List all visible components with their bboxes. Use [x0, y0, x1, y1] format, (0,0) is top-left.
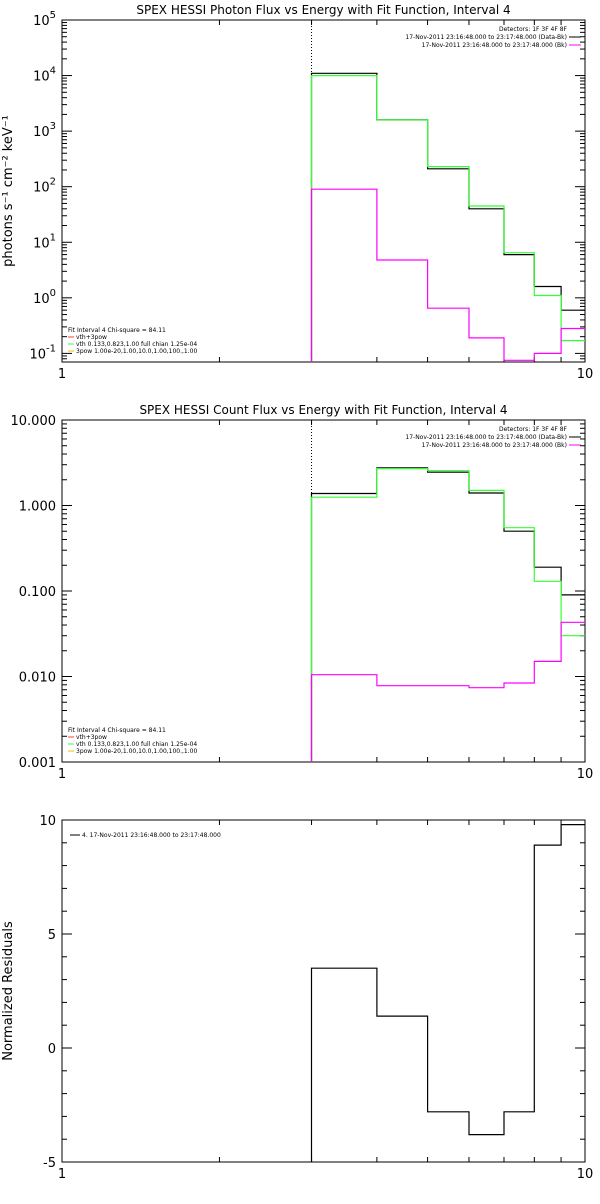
legend-detectors: Detectors: 1F 3F 4F 8F	[499, 426, 568, 433]
x-tick-label: 10	[577, 767, 594, 782]
y-tick-label: -5	[43, 1156, 56, 1171]
y-tick-label: 1.000	[19, 500, 56, 515]
chart-title: SPEX HESSI Photon Flux vs Energy with Fi…	[136, 3, 510, 17]
plot-frame	[61, 419, 586, 763]
y-tick-label: 101	[33, 232, 56, 251]
y-tick-label: 100	[33, 288, 56, 307]
y-tick-label: 0	[48, 1042, 56, 1057]
legend-entry: 17-Nov-2011 23:16:48.000 to 23:17:48.000…	[405, 434, 567, 441]
y-axis-label: photons s⁻¹ cm⁻² keV⁻¹	[1, 115, 16, 267]
plot-frame	[61, 819, 586, 1163]
y-tick-label: 0.010	[19, 671, 56, 686]
legend-entry: 3pow 1.00e-20,1.00,10.0,1.00,100.,1.00	[76, 748, 197, 755]
series-step-line-2	[310, 621, 585, 762]
panel-photon: SPEX HESSI Photon Flux vs Energy with Fi…	[1, 3, 593, 382]
x-tick-label: 10	[577, 1167, 594, 1182]
y-tick-label: 104	[33, 66, 56, 85]
series-step-line-1	[310, 468, 585, 762]
legend-entry: vth+3pow	[76, 734, 107, 741]
legend-entry: 3pow 1.00e-20,1.00,10.0,1.00,100.,1.00	[76, 348, 197, 355]
y-tick-label: 10-1	[29, 343, 56, 362]
panel-count: SPEX HESSI Count Flux vs Energy with Fit…	[11, 403, 594, 782]
series-step-line-0	[310, 72, 585, 362]
legend-entry: vth 0.133,0.823,1.00 full chian 1.25e-04	[76, 741, 197, 748]
y-tick-label: 10.000	[11, 414, 57, 429]
y-tick-label: 5	[48, 928, 56, 943]
legend-entry: 4. 17-Nov-2011 23:16:48.000 to 23:17:48.…	[82, 832, 221, 839]
x-tick-label: 10	[577, 367, 594, 382]
series-step-line-1	[310, 75, 585, 362]
y-axis-label: Normalized Residuals	[1, 921, 16, 1061]
legend-detectors: Detectors: 1F 3F 4F 8F	[499, 26, 568, 33]
y-tick-label: 102	[33, 177, 56, 196]
legend-entry: vth+3pow	[76, 334, 107, 341]
x-tick-label: 1	[58, 767, 66, 782]
legend-fit-header: Fit Interval 4 Chi-square = 84.11	[68, 727, 166, 734]
y-tick-label: 0.001	[19, 756, 56, 771]
y-tick-label: 0.100	[19, 585, 56, 600]
plot-frame	[61, 19, 586, 363]
legend-entry: 17-Nov-2011 23:16:48.000 to 23:17:48.000…	[422, 42, 567, 49]
legend-entry: 17-Nov-2011 23:16:48.000 to 23:17:48.000…	[405, 34, 567, 41]
legend-entry: vth 0.133,0.823,1.00 full chian 1.25e-04	[76, 341, 197, 348]
legend-entry: 17-Nov-2011 23:16:48.000 to 23:17:48.000…	[422, 442, 567, 449]
y-tick-label: 105	[33, 10, 56, 29]
x-tick-label: 1	[58, 1167, 66, 1182]
x-tick-label: 1	[58, 367, 66, 382]
legend-fit-header: Fit Interval 4 Chi-square = 84.11	[68, 327, 166, 334]
series-step-line-0	[310, 467, 585, 762]
series-step-line-0	[310, 824, 585, 1162]
y-tick-label: 10	[39, 814, 56, 829]
chart-title: SPEX HESSI Count Flux vs Energy with Fit…	[139, 403, 507, 417]
panel-residuals: 1 10 -5 0 5 10 Normalized Residuals 4. 17-Nov-2…	[1, 814, 593, 1182]
series-step-line-2	[310, 188, 585, 362]
y-tick-label: 103	[33, 121, 56, 140]
